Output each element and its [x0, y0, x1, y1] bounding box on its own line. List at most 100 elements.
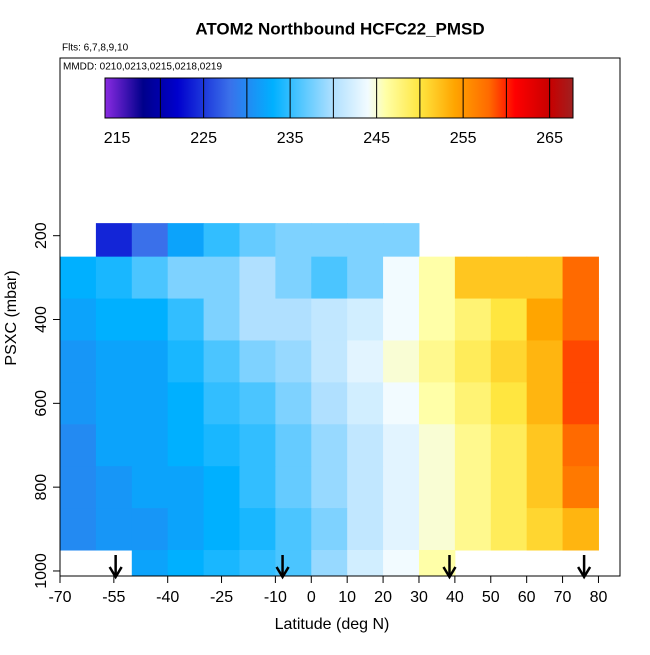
heat-cell — [239, 550, 276, 576]
annotation: Flts: 6,7,8,9,10 — [62, 43, 129, 54]
heat-cell — [454, 298, 492, 341]
heat-cell — [347, 424, 384, 467]
heat-cell — [490, 256, 528, 300]
heat-cell — [454, 508, 492, 551]
heat-cell — [203, 508, 240, 551]
heat-cell — [526, 382, 564, 425]
heat-cell — [131, 256, 169, 300]
heat-cell — [347, 223, 384, 258]
x-tick-label: 80 — [590, 589, 608, 606]
heat-cell — [167, 550, 205, 576]
heat-cell — [203, 223, 240, 258]
heat-cell — [526, 508, 564, 551]
heat-cell — [562, 466, 599, 509]
heat-cell — [275, 508, 312, 551]
heat-cell — [311, 223, 348, 258]
heat-cell — [347, 256, 384, 300]
heat-cell — [347, 298, 384, 341]
heat-cell — [95, 223, 133, 258]
heat-cell — [418, 298, 456, 341]
colorbar-tick-label: 235 — [277, 130, 304, 147]
heat-cell — [490, 340, 528, 383]
heat-cell — [167, 298, 205, 341]
plot-frame — [59, 57, 621, 577]
heat-cell — [60, 298, 97, 341]
heat-cell — [347, 382, 384, 425]
heat-cell — [526, 424, 564, 467]
heat-cell — [95, 508, 133, 551]
heat-cell — [383, 466, 420, 509]
colorbar-tick-label: 245 — [363, 130, 390, 147]
x-tick-label: 30 — [410, 589, 428, 606]
heat-cell — [562, 382, 599, 425]
heat-cell — [239, 466, 276, 509]
heat-cell — [454, 340, 492, 383]
heat-cell — [526, 256, 564, 300]
x-tick-label: -70 — [48, 589, 71, 606]
heat-cell — [239, 298, 276, 341]
heat-cell — [239, 223, 276, 258]
heat-cell — [203, 256, 240, 300]
colorbar — [104, 77, 574, 119]
heat-cell — [311, 424, 348, 467]
heat-cell — [562, 298, 599, 341]
heat-cell — [203, 550, 240, 576]
heat-cell — [95, 466, 133, 509]
heat-cell — [275, 340, 312, 383]
heat-cell — [275, 424, 312, 467]
heat-cell — [526, 466, 564, 509]
x-tick-label: 70 — [554, 589, 572, 606]
heat-cell — [383, 298, 420, 341]
arrow-head — [275, 566, 290, 580]
heat-cell — [95, 256, 133, 300]
heat-cell — [203, 382, 240, 425]
heat-cell — [275, 466, 312, 509]
heat-cell — [347, 466, 384, 509]
heat-cell — [95, 340, 133, 383]
heat-cell — [95, 298, 133, 341]
x-tick-label: 50 — [482, 589, 500, 606]
heat-cell — [490, 298, 528, 341]
y-tick-label: 400 — [33, 306, 50, 333]
heat-cell — [60, 508, 97, 551]
heat-cell — [131, 382, 169, 425]
heat-cell — [490, 424, 528, 467]
heat-cell — [383, 223, 420, 258]
heat-cell — [383, 424, 420, 467]
heat-cell — [562, 508, 599, 551]
heat-cell — [275, 223, 312, 258]
heat-cell — [311, 466, 348, 509]
heat-cell — [239, 340, 276, 383]
heat-cell — [60, 256, 97, 300]
heat-cell — [167, 424, 205, 467]
arrow-head — [108, 566, 123, 580]
heat-cell — [562, 256, 599, 300]
heat-cell — [562, 424, 599, 467]
heat-cell — [311, 256, 348, 300]
heat-cell — [60, 424, 97, 467]
heat-cell — [60, 382, 97, 425]
heat-cell — [526, 298, 564, 341]
heat-cell — [383, 508, 420, 551]
x-tick-label: 20 — [374, 589, 392, 606]
heat-cell — [131, 466, 169, 509]
x-tick-label: -40 — [156, 589, 179, 606]
x-tick-label: -55 — [102, 589, 125, 606]
colorbar-tick-label: 265 — [536, 130, 563, 147]
heat-cell — [311, 508, 348, 551]
heat-cell — [311, 340, 348, 383]
heat-cell — [60, 466, 97, 509]
heat-cell — [95, 424, 133, 467]
heat-cell — [418, 466, 456, 509]
heat-cell — [418, 340, 456, 383]
heat-cell — [347, 508, 384, 551]
y-tick-label: 600 — [33, 390, 50, 417]
x-tick-label: 0 — [307, 589, 316, 606]
colorbar-tick-label: 215 — [104, 130, 131, 147]
x-tick-label: -25 — [210, 589, 233, 606]
heat-cell — [454, 424, 492, 467]
heat-cell — [347, 550, 384, 576]
heat-cell — [311, 550, 348, 576]
y-tick-label: 1000 — [33, 553, 50, 589]
heat-cell — [239, 424, 276, 467]
